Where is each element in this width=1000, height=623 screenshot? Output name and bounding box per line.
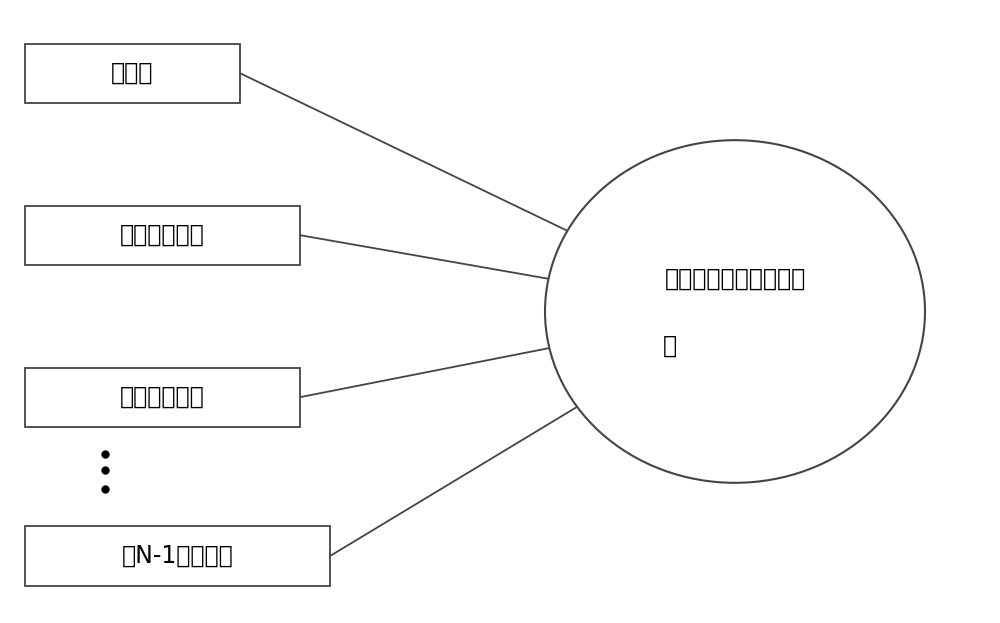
FancyBboxPatch shape bbox=[25, 368, 300, 427]
Ellipse shape bbox=[545, 140, 925, 483]
FancyBboxPatch shape bbox=[25, 44, 240, 103]
Text: 第二层冷凝管: 第二层冷凝管 bbox=[120, 385, 205, 409]
FancyBboxPatch shape bbox=[25, 206, 300, 265]
Text: 第一层冷凝管: 第一层冷凝管 bbox=[120, 223, 205, 247]
Text: 第N-1层冷凝管: 第N-1层冷凝管 bbox=[122, 544, 233, 568]
Text: 布: 布 bbox=[663, 334, 677, 358]
Text: 水库水温沿水深成层分: 水库水温沿水深成层分 bbox=[664, 267, 806, 291]
Text: 常温水: 常温水 bbox=[111, 61, 154, 85]
FancyBboxPatch shape bbox=[25, 526, 330, 586]
